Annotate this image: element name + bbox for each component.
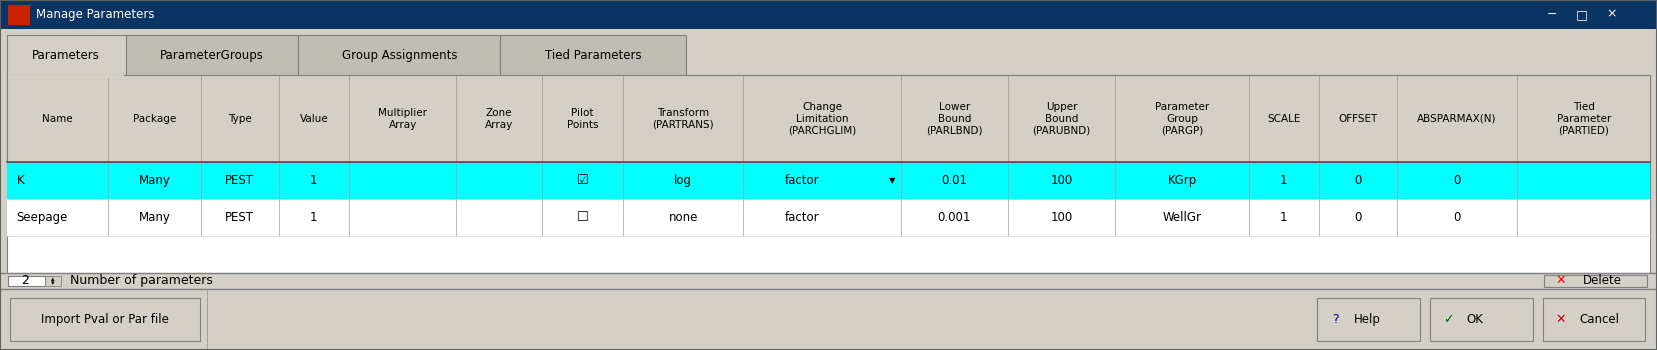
Text: Upper
Bound
(PARUBND): Upper Bound (PARUBND): [1032, 102, 1090, 135]
Text: Pilot
Points: Pilot Points: [567, 108, 598, 130]
Bar: [0, 0, 1657, 29]
Text: −: −: [1546, 8, 1558, 21]
Text: Cancel: Cancel: [1579, 313, 1619, 326]
Text: Number of parameters: Number of parameters: [70, 274, 212, 287]
Text: OK: OK: [1466, 313, 1483, 326]
Text: Many: Many: [139, 211, 171, 224]
Text: SCALE: SCALE: [1268, 114, 1301, 124]
Text: Help: Help: [1354, 313, 1380, 326]
Text: ×: ×: [1606, 8, 1617, 21]
Text: 1: 1: [310, 174, 318, 187]
Text: 100: 100: [1051, 211, 1072, 224]
Text: 1: 1: [1281, 174, 1287, 187]
Text: Tied
Parameter
(PARTIED): Tied Parameter (PARTIED): [1556, 102, 1611, 135]
Text: Import Pval or Par file: Import Pval or Par file: [41, 313, 169, 326]
Text: Tied Parameters: Tied Parameters: [545, 49, 641, 62]
Text: Zone
Array: Zone Array: [486, 108, 514, 130]
Text: WellGr: WellGr: [1163, 211, 1201, 224]
Text: Seepage: Seepage: [17, 211, 68, 224]
Bar: [1430, 298, 1533, 341]
Text: Parameters: Parameters: [33, 49, 99, 62]
Text: Type: Type: [229, 114, 252, 124]
Text: 0: 0: [1453, 211, 1460, 224]
Text: ▼: ▼: [890, 176, 896, 185]
Text: 0.001: 0.001: [938, 211, 971, 224]
Text: none: none: [668, 211, 698, 224]
Bar: [7, 35, 126, 76]
Text: 1: 1: [1281, 211, 1287, 224]
Bar: [500, 35, 686, 76]
Text: ▴: ▴: [51, 276, 55, 282]
Bar: [0, 273, 1657, 289]
Text: Delete: Delete: [1582, 274, 1622, 287]
Text: Manage Parameters: Manage Parameters: [36, 8, 156, 21]
Text: 0: 0: [1354, 211, 1362, 224]
Bar: [1543, 298, 1645, 341]
Text: 0: 0: [1354, 174, 1362, 187]
Bar: [8, 5, 30, 25]
Text: Group Assignments: Group Assignments: [341, 49, 457, 62]
Text: log: log: [674, 174, 693, 187]
Text: Lower
Bound
(PARLBND): Lower Bound (PARLBND): [926, 102, 983, 135]
Text: PEST: PEST: [225, 211, 255, 224]
Bar: [7, 75, 1650, 162]
Text: KGrp: KGrp: [1168, 174, 1196, 187]
Bar: [1544, 275, 1647, 287]
Bar: [8, 75, 124, 78]
Text: Change
Limitation
(PARCHGLIM): Change Limitation (PARCHGLIM): [787, 102, 857, 135]
Text: ABSPARMAX(N): ABSPARMAX(N): [1417, 114, 1496, 124]
Text: ☐: ☐: [577, 211, 588, 224]
Text: Parameter
Group
(PARGP): Parameter Group (PARGP): [1155, 102, 1210, 135]
Text: ✓: ✓: [1443, 313, 1453, 326]
Text: Many: Many: [139, 174, 171, 187]
Bar: [7, 199, 1650, 236]
Text: Value: Value: [300, 114, 328, 124]
Bar: [1317, 298, 1420, 341]
Text: factor: factor: [785, 174, 820, 187]
Text: Name: Name: [41, 114, 73, 124]
Text: ?: ?: [1332, 313, 1339, 326]
Text: □: □: [1576, 8, 1587, 21]
Text: ▾: ▾: [51, 280, 55, 286]
Text: Package: Package: [133, 114, 176, 124]
Text: 2: 2: [22, 274, 28, 287]
Text: ☑: ☑: [577, 174, 588, 187]
Bar: [8, 276, 45, 286]
Text: factor: factor: [785, 211, 820, 224]
Text: 0.01: 0.01: [941, 174, 968, 187]
Text: OFFSET: OFFSET: [1339, 114, 1377, 124]
Bar: [0, 289, 1657, 350]
Text: 1: 1: [310, 211, 318, 224]
Text: PEST: PEST: [225, 174, 255, 187]
Text: ParameterGroups: ParameterGroups: [161, 49, 263, 62]
Bar: [10, 298, 200, 341]
Text: ✕: ✕: [1556, 274, 1566, 287]
Bar: [45, 276, 61, 286]
Bar: [298, 35, 500, 76]
Bar: [126, 35, 298, 76]
Text: K: K: [17, 174, 25, 187]
Text: ✕: ✕: [1556, 313, 1566, 326]
Text: Transform
(PARTRANS): Transform (PARTRANS): [653, 108, 714, 130]
Text: 0: 0: [1453, 174, 1460, 187]
Bar: [7, 75, 1650, 162]
Bar: [7, 75, 1650, 273]
Text: 100: 100: [1051, 174, 1072, 187]
Bar: [7, 162, 1650, 199]
Text: Multiplier
Array: Multiplier Array: [378, 108, 428, 130]
